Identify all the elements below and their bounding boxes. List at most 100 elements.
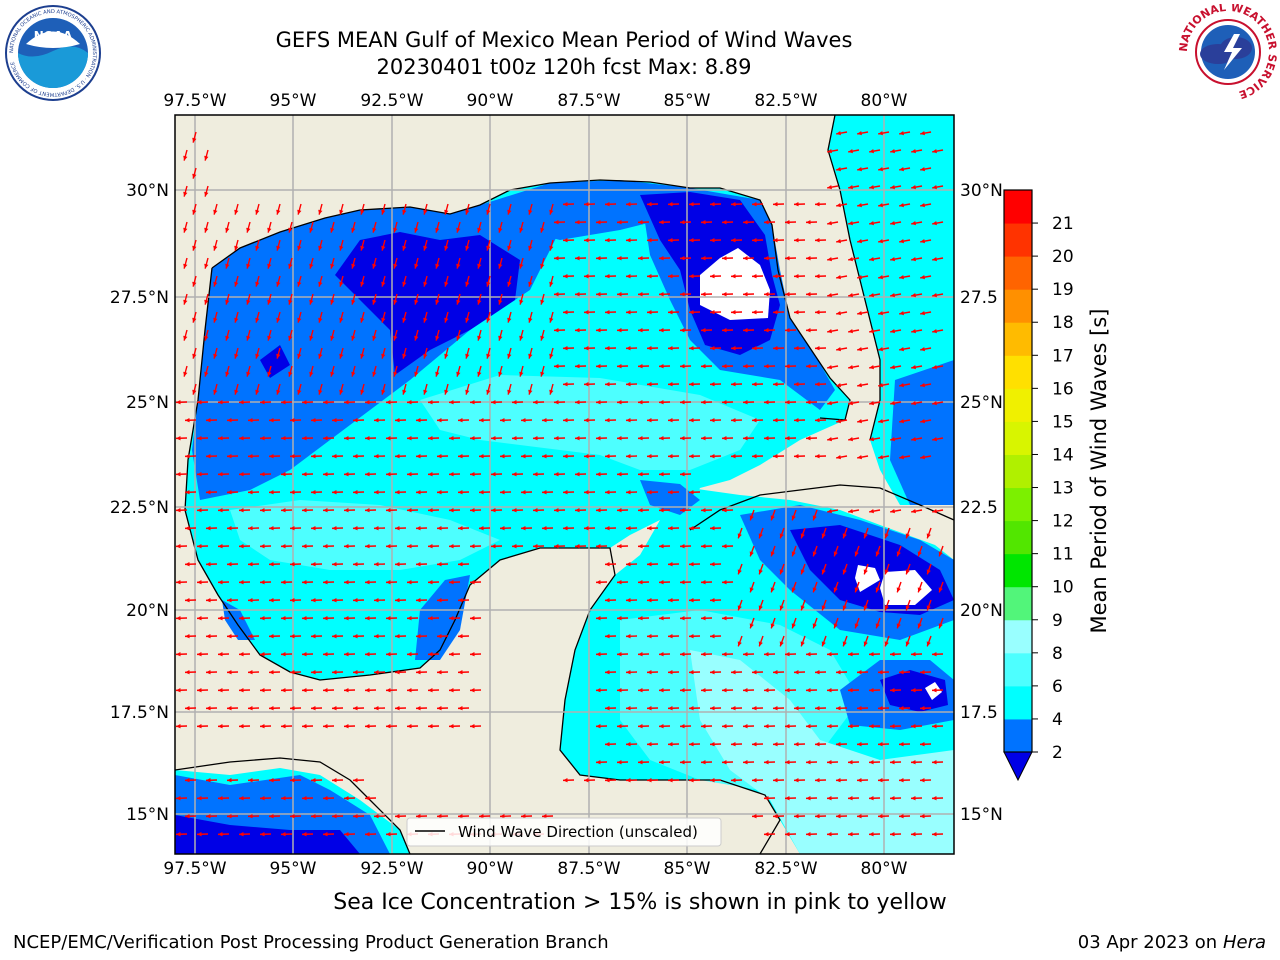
wind-wave-arrow-head: [402, 281, 407, 287]
wind-wave-arrow-head: [437, 562, 442, 567]
wind-wave-arrow-head: [722, 760, 727, 765]
wind-wave-arrow-head: [458, 706, 463, 711]
wind-wave-arrow-head: [758, 533, 763, 539]
wind-wave-arrow-head: [890, 688, 895, 693]
wind-wave-arrow-head: [743, 400, 748, 405]
wind-wave-arrow-head: [626, 634, 631, 639]
wind-wave-arrow-head: [519, 263, 524, 269]
wind-wave-arrow-head: [668, 346, 673, 351]
wind-wave-arrow-head: [290, 454, 295, 459]
wind-wave-arrow-head: [269, 670, 274, 675]
wind-wave-arrow-head: [869, 184, 874, 190]
wind-wave-arrow-head: [428, 400, 433, 405]
wind-wave-arrow-head: [528, 389, 533, 395]
wind-wave-arrow-head: [470, 652, 475, 657]
wind-wave-arrow-head: [731, 382, 736, 387]
wind-wave-arrow-head: [276, 389, 281, 395]
wind-wave-arrow-head: [926, 641, 931, 647]
wind-wave-arrow-head: [689, 778, 694, 783]
wind-wave-arrow-head: [414, 227, 419, 233]
wind-wave-arrow-head: [878, 346, 883, 352]
wind-wave-arrow-head: [827, 724, 832, 729]
wind-wave-arrow-head: [617, 220, 622, 225]
wind-wave-arrow-head: [458, 526, 463, 531]
wind-wave-arrow-head: [395, 562, 400, 567]
colorbar-segment: [1004, 454, 1032, 489]
wind-wave-arrow-head: [491, 508, 496, 513]
wind-wave-arrow-head: [773, 346, 778, 351]
wind-wave-arrow-head: [815, 742, 820, 747]
wind-wave-arrow-head: [227, 634, 232, 639]
wind-wave-arrow-head: [414, 263, 419, 269]
wind-wave-arrow-head: [204, 263, 209, 269]
wind-wave-arrow-head: [192, 353, 197, 359]
wind-wave-arrow-head: [246, 335, 251, 341]
wind-wave-arrow-head: [647, 202, 652, 207]
wind-wave-arrow-head: [638, 364, 643, 369]
wind-wave-arrow-head: [911, 508, 916, 514]
wind-wave-arrow-head: [365, 688, 370, 693]
wind-wave-arrow-head: [764, 796, 769, 801]
wind-wave-arrow-head: [549, 317, 554, 323]
footer-host: Hera: [1222, 932, 1266, 953]
wind-wave-arrow-head: [920, 166, 925, 172]
wind-wave-arrow-head: [899, 346, 904, 352]
wind-wave-arrow-head: [521, 454, 526, 459]
wind-wave-arrow-head: [344, 508, 349, 513]
wind-wave-arrow-head: [731, 742, 736, 747]
lon-label-top: 95°W: [270, 91, 317, 111]
wind-wave-arrow-head: [731, 274, 736, 279]
wind-wave-arrow-head: [863, 641, 868, 647]
wind-wave-arrow-head: [626, 598, 631, 603]
wind-wave-arrow-head: [785, 688, 790, 693]
wind-wave-arrow-head: [374, 670, 379, 675]
wind-wave-arrow-head: [311, 418, 316, 423]
wind-wave-arrow-head: [596, 220, 601, 225]
wind-wave-arrow-head: [213, 209, 218, 215]
wind-wave-arrow-head: [647, 706, 652, 711]
wind-wave-arrow-head: [470, 508, 475, 513]
lon-label-top: 87.5°W: [557, 91, 620, 111]
wind-wave-arrow-head: [791, 623, 796, 629]
wind-wave-arrow-head: [617, 508, 622, 513]
wind-wave-arrow-head: [791, 515, 796, 521]
wind-wave-arrow-head: [183, 335, 188, 341]
period-lt2-zone-texas: [260, 345, 290, 378]
wind-wave-arrow-head: [659, 436, 664, 441]
wind-wave-arrow-head: [773, 238, 778, 243]
wind-wave-arrow-head: [444, 245, 449, 251]
wind-wave-arrow-head: [197, 796, 202, 801]
wind-wave-arrow-head: [764, 652, 769, 657]
wind-wave-arrow-head: [372, 299, 377, 305]
wind-wave-arrow-head: [785, 796, 790, 801]
wind-wave-arrow-head: [269, 778, 274, 783]
wind-wave-arrow-head: [402, 317, 407, 323]
wind-wave-arrow-head: [351, 335, 356, 341]
wind-wave-arrow-head: [701, 688, 706, 693]
wind-wave-arrow-head: [386, 400, 391, 405]
wind-wave-arrow-head: [549, 281, 554, 287]
wind-wave-arrow-head: [794, 310, 799, 315]
wind-wave-arrow-head: [353, 814, 358, 819]
wind-wave-arrow-head: [806, 328, 811, 333]
wind-wave-arrow-head: [444, 353, 449, 359]
wind-wave-arrow-head: [617, 472, 622, 477]
wind-wave-arrow-head: [353, 562, 358, 567]
wind-wave-arrow-head: [479, 418, 484, 423]
wind-wave-arrow-head: [773, 814, 778, 819]
wind-wave-arrow-head: [563, 202, 568, 207]
wind-wave-arrow-head: [507, 245, 512, 251]
wind-wave-arrow-head: [806, 220, 811, 225]
wind-wave-arrow-head: [758, 641, 763, 647]
wind-wave-arrow-head: [806, 688, 811, 693]
colorbar-tick-label: 18: [1052, 313, 1074, 333]
wind-wave-arrow-head: [680, 400, 685, 405]
wind-wave-arrow-head: [246, 263, 251, 269]
wind-wave-arrow-head: [386, 508, 391, 513]
wind-wave-arrow-head: [549, 389, 554, 395]
wind-wave-arrow-head: [596, 436, 601, 441]
wind-wave-arrow-head: [836, 418, 841, 424]
wind-wave-arrow-head: [381, 281, 386, 287]
wind-wave-arrow-head: [297, 245, 302, 251]
wind-wave-arrow-head: [647, 382, 652, 387]
